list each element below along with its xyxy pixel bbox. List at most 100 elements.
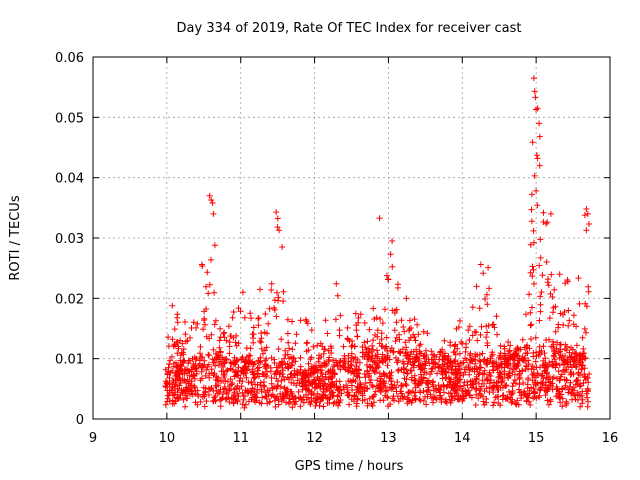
data-point — [563, 402, 570, 408]
data-point — [211, 242, 218, 249]
data-point — [552, 364, 559, 371]
data-point — [192, 362, 199, 369]
data-point — [275, 294, 282, 301]
data-point — [210, 359, 217, 366]
data-point — [298, 375, 305, 382]
data-point — [334, 393, 341, 400]
data-point — [517, 346, 524, 353]
data-point — [405, 390, 412, 396]
data-point — [381, 372, 388, 379]
data-point — [318, 354, 324, 360]
data-point — [268, 374, 275, 381]
data-point — [532, 334, 539, 341]
data-point — [499, 392, 506, 399]
data-point — [433, 387, 440, 394]
data-point — [508, 399, 515, 406]
data-point — [254, 370, 261, 377]
data-point — [262, 371, 269, 378]
data-point — [322, 317, 329, 324]
data-point — [263, 344, 270, 351]
data-point — [344, 324, 351, 331]
data-point — [400, 395, 406, 402]
data-point — [466, 360, 473, 366]
data-point — [423, 352, 430, 358]
data-point — [197, 350, 203, 357]
data-point — [514, 360, 521, 367]
data-point — [220, 356, 227, 363]
data-point — [305, 347, 312, 354]
data-point — [216, 344, 223, 351]
data-point — [444, 364, 451, 370]
y-tick-label: 0.02 — [55, 292, 84, 307]
data-point — [203, 306, 210, 312]
data-point — [496, 373, 503, 380]
data-point — [337, 383, 344, 390]
data-point — [174, 319, 181, 326]
data-point — [370, 337, 377, 344]
data-point — [258, 335, 265, 342]
data-point — [561, 376, 568, 383]
data-point — [560, 322, 567, 328]
data-point — [528, 336, 534, 342]
data-point — [297, 354, 304, 361]
data-point — [379, 320, 386, 327]
data-point — [402, 381, 409, 387]
data-point — [581, 350, 588, 357]
data-point — [483, 323, 490, 330]
data-point — [217, 334, 224, 341]
data-point — [417, 389, 424, 396]
y-tick-label: 0 — [76, 413, 84, 428]
data-point — [354, 333, 361, 340]
data-point — [579, 334, 586, 341]
data-point — [369, 342, 376, 349]
data-point — [434, 370, 441, 377]
data-point — [568, 353, 575, 360]
data-point — [412, 355, 419, 362]
data-point — [243, 354, 250, 360]
data-point — [326, 396, 333, 403]
data-point — [301, 382, 308, 389]
data-point — [396, 331, 403, 338]
data-point — [194, 391, 201, 398]
data-point — [211, 394, 218, 401]
data-point — [263, 393, 270, 400]
data-point — [416, 358, 423, 364]
data-point — [509, 390, 516, 397]
data-point — [531, 88, 538, 95]
data-point — [579, 388, 586, 395]
data-point — [334, 362, 341, 369]
data-point — [261, 383, 268, 390]
data-point — [489, 349, 496, 356]
data-point — [239, 401, 246, 408]
data-point — [366, 326, 373, 333]
data-point — [382, 388, 389, 395]
data-point — [179, 376, 186, 383]
data-point — [292, 372, 299, 379]
data-point — [476, 390, 483, 397]
data-point — [559, 403, 566, 410]
data-point — [355, 315, 362, 321]
data-point — [178, 349, 185, 356]
data-point — [426, 387, 432, 393]
data-point — [528, 191, 535, 198]
data-point — [518, 395, 525, 402]
data-point — [283, 399, 289, 406]
data-point — [351, 398, 357, 405]
data-point — [313, 399, 320, 406]
data-point — [322, 362, 329, 369]
data-point — [529, 139, 536, 146]
data-point — [481, 367, 488, 374]
data-point — [384, 394, 391, 401]
data-point — [182, 331, 189, 338]
data-point — [183, 395, 190, 402]
data-point — [352, 359, 359, 366]
data-point — [280, 288, 287, 295]
data-point — [460, 359, 467, 366]
data-point — [289, 346, 296, 353]
data-point — [550, 309, 556, 316]
data-point — [484, 329, 491, 336]
data-point — [333, 383, 340, 390]
data-point — [346, 337, 353, 344]
data-point — [436, 351, 443, 358]
data-point — [377, 397, 384, 404]
